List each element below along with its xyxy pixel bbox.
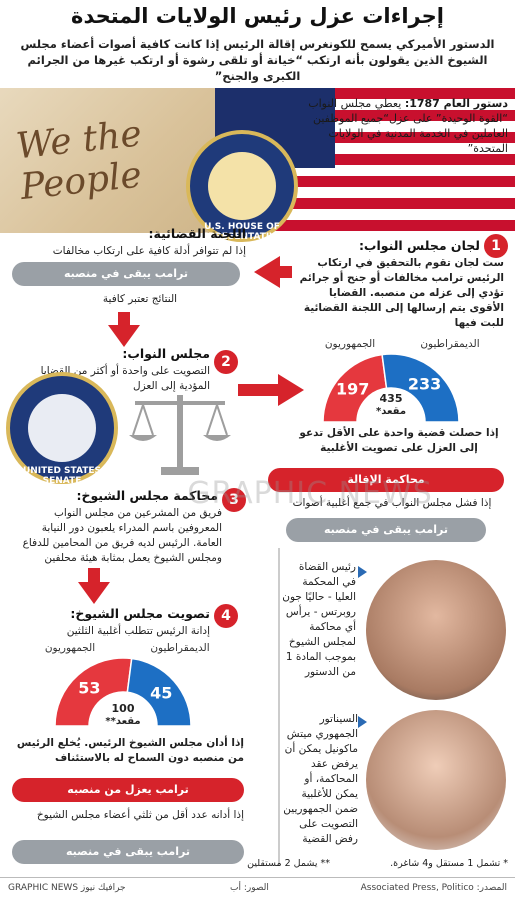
house-dem-label: الديمقراطيون bbox=[420, 338, 480, 350]
step-1-text: ست لجان تقوم بالتحقيق في ارتكاب الرئيس ت… bbox=[299, 257, 504, 329]
house-total: 435 bbox=[379, 392, 403, 405]
step-3-text: فريق من المشرعين من مجلس النواب المعروفي… bbox=[22, 507, 222, 564]
intro-text: الدستور الأميركي يسمح للكونغرس إقالة الر… bbox=[20, 37, 495, 83]
step-2-heading: مجلس النواب: bbox=[122, 346, 210, 361]
senate-rep-label: الجمهوريون bbox=[44, 642, 96, 654]
step-2-text: التصويت على واحدة أو أكثر من القضايا الم… bbox=[40, 365, 210, 392]
senate-total: 100 bbox=[111, 702, 135, 715]
senate-dem-label: الديمقراطيون bbox=[150, 642, 210, 654]
senate-rep-value: 53 bbox=[78, 679, 100, 698]
senate-seal-text: UNITED STATES SENATE bbox=[22, 466, 102, 486]
senate-acquit-text: إذا أدانه عدد أقل من ثلثي أعضاء مجلس الش… bbox=[36, 809, 244, 821]
constitution-note: دستور العام 1787: يعطي مجلس النواب “القو… bbox=[300, 96, 508, 156]
trump-removed-pill: ترامب يعزل من منصبه bbox=[12, 778, 244, 802]
footer-credit: GRAPHIC NEWS جرافيك نيوز bbox=[8, 883, 126, 893]
senate-vote-chart: 53 45 bbox=[54, 657, 192, 726]
senate-total-label: مقعد** bbox=[105, 716, 141, 727]
trump-stays-pill-2: ترامب يبقى في منصبه bbox=[286, 518, 486, 542]
arrow-right-shaft bbox=[238, 384, 278, 396]
senate-dem-arc bbox=[126, 657, 192, 726]
triangle-bullet-icon-2 bbox=[358, 716, 367, 728]
step-3-number: 3 bbox=[222, 488, 246, 512]
senate-dem-value: 45 bbox=[150, 683, 172, 702]
judiciary-text: إذا لم تتوافر أدلة كافية على ارتكاب مخال… bbox=[52, 245, 246, 257]
arrow-left-icon bbox=[254, 256, 280, 288]
constitution-note-text: يعطي مجلس النواب “القوة الوحيدة” على عزل… bbox=[308, 97, 508, 155]
page-title: إجراءات عزل رئيس الولايات المتحدة bbox=[71, 4, 444, 28]
scales-icon bbox=[129, 395, 231, 475]
step-2-number: 2 bbox=[214, 350, 238, 374]
watermark: GRAPHIC NEWS bbox=[187, 476, 433, 511]
step-3-heading: محاكمة مجلس الشيوخ: bbox=[76, 488, 218, 503]
house-rep-label: الجمهوريون bbox=[324, 338, 376, 350]
house-dem-arc bbox=[381, 353, 460, 422]
mcconnell-text: السيناتور الجمهوري ميتش ماكونيل يمكن أن … bbox=[283, 713, 358, 845]
constitution-note-bold: دستور العام 1787: bbox=[404, 97, 508, 110]
house-seal-eagle bbox=[208, 152, 276, 220]
constitution-image: We the People bbox=[0, 88, 215, 233]
house-seal-text: U.S. HOUSE OF REPRESENTATIVES bbox=[195, 222, 289, 242]
trump-stays-pill-1: ترامب يبقى في منصبه bbox=[12, 262, 240, 286]
roberts-text: رئيس القضاة في المحكمة العليا - حاليًا ج… bbox=[282, 561, 356, 678]
step-1-number: 1 bbox=[484, 234, 508, 258]
footer: المصدر: Associated Press, Politico الصور… bbox=[0, 877, 515, 899]
house-seal-icon: U.S. HOUSE OF REPRESENTATIVES bbox=[186, 130, 298, 242]
arrow-down-icon-2 bbox=[78, 582, 110, 604]
column-divider bbox=[278, 548, 280, 866]
mcconnell-photo bbox=[366, 710, 506, 850]
house-rep-value: 197 bbox=[336, 379, 369, 398]
arrow-right-icon bbox=[278, 374, 304, 406]
impeachment-trial-pill: محاكمة الإقالة bbox=[268, 468, 504, 492]
triangle-bullet-icon bbox=[358, 566, 367, 578]
step-1-heading: لجان مجلس النواب: bbox=[358, 238, 480, 253]
arrow-down-shaft-2 bbox=[88, 568, 100, 582]
step-4-text: إدانة الرئيس تتطلب أغلبية الثلثين bbox=[66, 625, 210, 637]
house-total-label: مقعد* bbox=[375, 406, 407, 417]
footnote-2: ** يشمل 2 مستقلين bbox=[247, 858, 330, 869]
results-sufficient-text: النتائج تعتبر كافية bbox=[102, 293, 178, 305]
house-dem-value: 233 bbox=[408, 375, 441, 394]
senate-rep-arc bbox=[54, 657, 133, 726]
arrow-left-shaft bbox=[278, 266, 292, 278]
senate-seal-icon: UNITED STATES SENATE bbox=[6, 372, 118, 486]
step-4-number: 4 bbox=[214, 604, 238, 628]
step-4-heading: تصويت مجلس الشيوخ: bbox=[70, 606, 210, 621]
roberts-photo bbox=[366, 560, 506, 700]
senate-convict-text: إذا أدان مجلس الشيوخ الرئيس. يُخلع الرئي… bbox=[16, 737, 244, 764]
trump-stays-pill-3: ترامب يبقى في منصبه bbox=[12, 840, 244, 864]
footer-photos: الصور: أب bbox=[230, 883, 269, 893]
judiciary-heading: اللجنة القضائية: bbox=[148, 226, 247, 241]
senate-seal-shield bbox=[28, 394, 96, 462]
house-pass-text: إذا حصلت قضية واحدة على الأقل تدعو إلى ا… bbox=[299, 427, 499, 454]
arrow-down-shaft bbox=[118, 312, 130, 326]
hero-image: We the People bbox=[0, 88, 515, 233]
footnote-1: * تشمل 1 مستقل و4 شاغرة. bbox=[390, 858, 508, 869]
arrow-down-icon bbox=[108, 325, 140, 347]
house-vote-chart: 197 233 bbox=[322, 353, 460, 422]
footer-source: المصدر: Associated Press, Politico bbox=[360, 883, 507, 893]
house-fail-text: إذا فشل مجلس النواب في جمع أغلبية أصوات bbox=[292, 497, 492, 509]
